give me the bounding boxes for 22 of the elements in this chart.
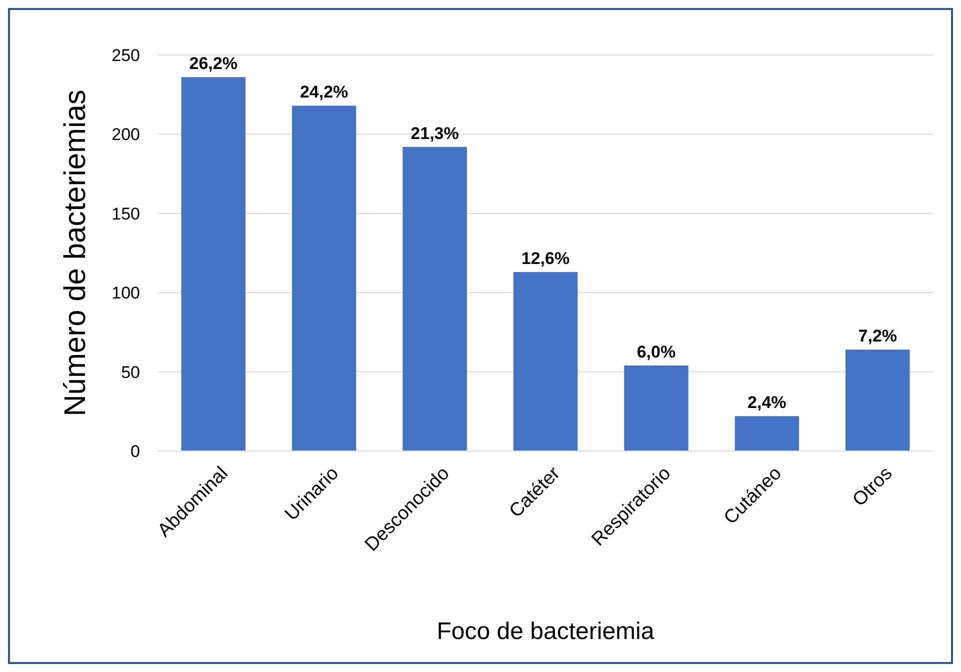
x-axis-title: Foco de bacteriemia <box>436 618 655 645</box>
y-tick-label: 100 <box>112 284 140 303</box>
bar <box>624 365 688 451</box>
y-tick-label: 150 <box>112 204 140 224</box>
annotation: 21,3% <box>410 124 459 143</box>
y-tick-label: 0 <box>130 442 140 461</box>
y-tick-label: 50 <box>121 362 140 382</box>
annotation: 12,6% <box>521 249 570 268</box>
y-axis-title: Número de bacteriemias <box>59 90 92 416</box>
bar <box>846 350 910 451</box>
annotation: 26,2% <box>189 54 238 74</box>
bar <box>734 416 800 451</box>
y-tick-label: 200 <box>112 125 140 144</box>
bar <box>402 146 467 451</box>
annotation: 2,4% <box>748 393 786 412</box>
bar <box>292 106 356 451</box>
annotation: 6,0% <box>636 342 676 362</box>
annotation: 24,2% <box>300 82 348 102</box>
annotation: 7,2% <box>858 326 898 346</box>
bar <box>181 77 246 451</box>
y-tick-label: 250 <box>112 46 140 65</box>
bar <box>513 272 578 451</box>
